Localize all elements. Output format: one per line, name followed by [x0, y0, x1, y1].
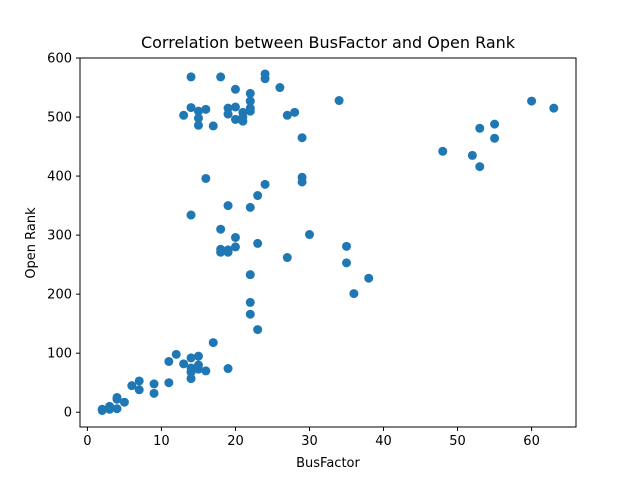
y-tick-label-3: 300 [47, 229, 72, 244]
data-point-67 [245, 270, 255, 280]
data-point-20 [186, 367, 196, 377]
data-point-66 [245, 202, 255, 212]
y-tick-label-4: 400 [47, 170, 72, 185]
data-point-41 [230, 114, 240, 124]
data-point-80 [349, 289, 359, 299]
data-point-61 [223, 201, 233, 211]
data-point-24 [193, 364, 203, 374]
data-point-27 [223, 364, 233, 374]
data-point-12 [149, 379, 159, 389]
data-point-38 [223, 109, 233, 119]
data-point-26 [208, 338, 218, 348]
data-point-29 [179, 110, 189, 120]
data-point-79 [342, 258, 352, 268]
data-point-11 [134, 385, 144, 395]
data-point-54 [297, 133, 307, 143]
data-point-55 [334, 96, 344, 106]
data-point-50 [260, 74, 270, 84]
data-point-65 [230, 242, 240, 252]
data-point-58 [216, 224, 226, 234]
data-point-39 [230, 84, 240, 94]
data-point-10 [134, 376, 144, 386]
data-point-28 [186, 72, 196, 82]
data-point-13 [149, 388, 159, 398]
data-point-2 [97, 404, 107, 414]
data-point-82 [438, 146, 448, 156]
data-point-40 [230, 102, 240, 112]
data-point-57 [186, 210, 196, 220]
x-tick-label-1: 10 [153, 434, 170, 449]
data-point-25 [201, 366, 211, 376]
data-point-30 [186, 103, 196, 113]
data-point-76 [297, 177, 307, 187]
data-point-70 [253, 191, 263, 201]
data-point-64 [230, 232, 240, 242]
data-point-33 [193, 120, 203, 130]
x-tick-label-2: 20 [227, 434, 244, 449]
data-point-5 [112, 404, 122, 414]
x-axis-ticks: 0 10 20 30 40 50 60 [83, 427, 540, 449]
y-tick-label-1: 100 [47, 347, 72, 362]
data-point-18 [186, 353, 196, 363]
data-point-63 [223, 247, 233, 257]
data-point-87 [490, 133, 500, 143]
data-point-35 [208, 121, 218, 131]
data-point-7 [112, 394, 122, 404]
x-tick-label-5: 50 [449, 434, 466, 449]
data-point-52 [282, 110, 292, 120]
y-axis-ticks: 0 100 200 300 400 500 600 [47, 52, 80, 421]
plot-area-frame [79, 57, 577, 428]
data-point-74 [282, 253, 292, 263]
data-point-9 [127, 381, 137, 391]
data-point-21 [186, 374, 196, 384]
data-point-14 [164, 378, 174, 388]
data-point-71 [253, 238, 263, 248]
data-point-89 [549, 103, 559, 113]
data-point-46 [245, 96, 255, 106]
data-point-81 [364, 273, 374, 283]
data-point-4 [105, 404, 115, 414]
data-point-69 [245, 309, 255, 319]
data-point-8 [119, 397, 129, 407]
y-tick-label-2: 200 [47, 288, 72, 303]
x-tick-label-3: 30 [301, 434, 318, 449]
data-point-85 [475, 162, 485, 172]
data-point-56 [201, 173, 211, 183]
data-point-36 [216, 72, 226, 82]
y-axis-label: Open Rank [24, 207, 39, 279]
data-point-48 [245, 106, 255, 116]
data-point-77 [304, 230, 314, 240]
data-points [97, 69, 559, 415]
data-point-86 [490, 119, 500, 129]
data-point-22 [193, 351, 203, 361]
data-point-72 [253, 325, 263, 335]
data-point-78 [342, 241, 352, 251]
data-point-44 [238, 112, 248, 122]
data-point-32 [193, 113, 203, 123]
data-point-84 [475, 123, 485, 133]
data-point-17 [179, 359, 189, 369]
data-point-31 [193, 106, 203, 116]
data-point-45 [245, 88, 255, 98]
data-point-88 [527, 96, 537, 106]
x-tick-label-4: 40 [375, 434, 392, 449]
y-tick-label-5: 500 [47, 111, 72, 126]
data-point-73 [260, 179, 270, 189]
y-tick-label-6: 600 [47, 52, 72, 67]
data-point-60 [216, 247, 226, 257]
x-axis-label: BusFactor [296, 456, 360, 471]
chart-title: Correlation between BusFactor and Open R… [141, 33, 516, 52]
x-tick-label-6: 60 [523, 434, 540, 449]
data-point-51 [275, 83, 285, 93]
x-tick-label-0: 0 [83, 434, 91, 449]
data-point-68 [245, 297, 255, 307]
data-point-15 [164, 356, 174, 366]
data-point-53 [290, 107, 300, 117]
data-point-83 [467, 150, 477, 160]
data-point-34 [201, 104, 211, 114]
y-tick-label-0: 0 [64, 406, 72, 421]
data-point-16 [171, 349, 181, 359]
